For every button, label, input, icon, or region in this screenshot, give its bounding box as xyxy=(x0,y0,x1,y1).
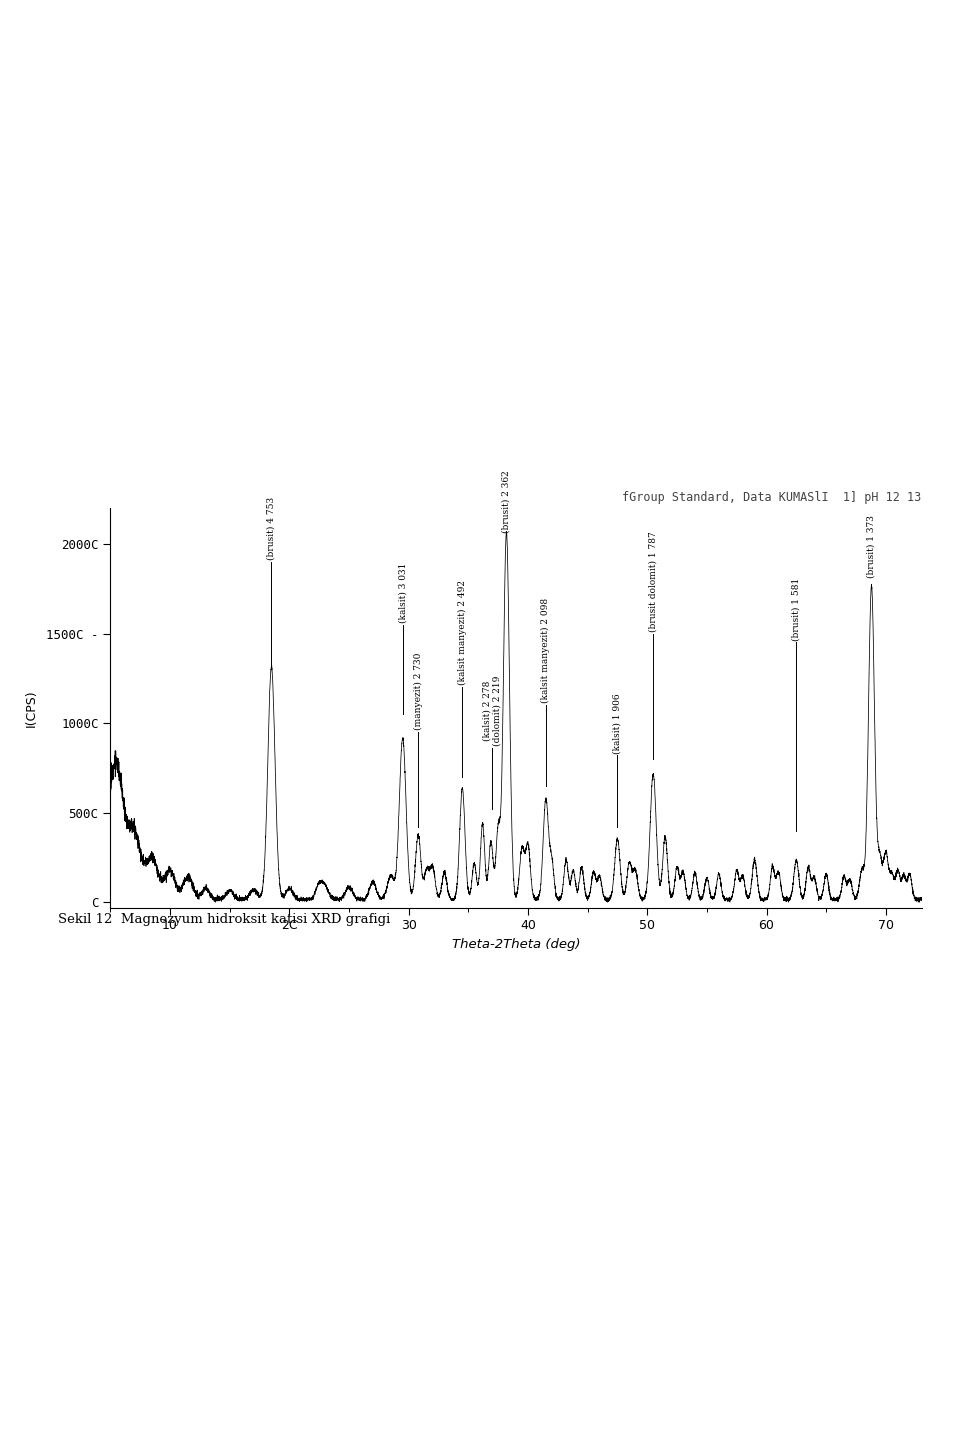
Y-axis label: I(CPS): I(CPS) xyxy=(25,690,37,726)
Text: fGroup Standard, Data KUMASlI  1] pH 12 13: fGroup Standard, Data KUMASlI 1] pH 12 1… xyxy=(622,491,922,504)
Text: (brusit) 2 362: (brusit) 2 362 xyxy=(502,470,511,533)
Text: (brusit) 4 753: (brusit) 4 753 xyxy=(267,497,276,560)
X-axis label: Theta-2Theta (deg): Theta-2Theta (deg) xyxy=(452,938,580,951)
Text: (kalsit manyezit) 2 098: (kalsit manyezit) 2 098 xyxy=(541,598,550,703)
Text: (manyezit) 2 730: (manyezit) 2 730 xyxy=(414,653,422,730)
Text: (brusit) 1 373: (brusit) 1 373 xyxy=(867,515,876,578)
Text: (brusit dolomit) 1 787: (brusit dolomit) 1 787 xyxy=(649,531,658,632)
Text: Sekil 12  Magnezyum hidroksit katisi XRD grafigi: Sekil 12 Magnezyum hidroksit katisi XRD … xyxy=(58,913,390,926)
Text: (kalsit) 3 031: (kalsit) 3 031 xyxy=(398,562,407,623)
Text: (kalsit) 1 906: (kalsit) 1 906 xyxy=(612,693,622,754)
Text: (brusit) 1 581: (brusit) 1 581 xyxy=(792,578,801,640)
Text: (kalsit) 2 278
(dolomit) 2 219: (kalsit) 2 278 (dolomit) 2 219 xyxy=(483,677,502,746)
Text: (kalsit manyezit) 2 492: (kalsit manyezit) 2 492 xyxy=(458,581,467,685)
